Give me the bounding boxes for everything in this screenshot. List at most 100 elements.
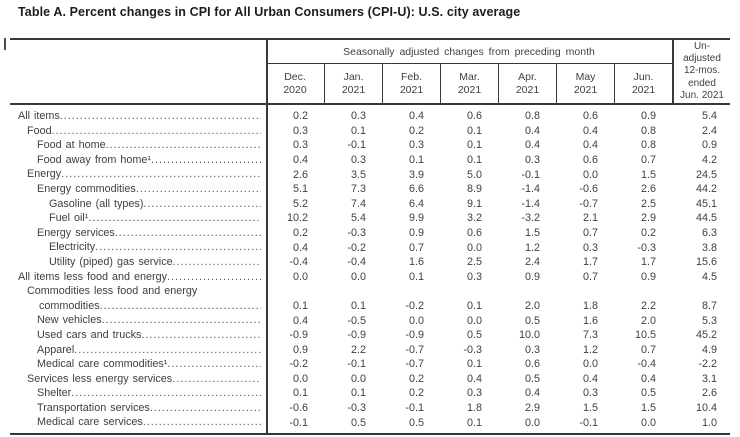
dot-leader xyxy=(102,313,261,328)
cell-may-2021: 0.7 xyxy=(582,270,598,283)
row-label-text: Electricity xyxy=(49,241,96,254)
cell-jan-2021: 3.5 xyxy=(350,168,366,181)
cell-mar-2021: 0.1 xyxy=(466,299,482,312)
table-row: All items less food and energy 0.0 0.0 0… xyxy=(10,270,730,285)
cell-may-2021: 0.0 xyxy=(582,168,598,181)
row-label-cell: All items less food and energy xyxy=(10,270,266,285)
row-label-text: Utility (piped) gas service xyxy=(49,255,173,268)
cell-jun-2021: 0.0 xyxy=(640,416,656,429)
row-label-text: Transportation services xyxy=(37,401,150,414)
cell-feb-2021: 0.1 xyxy=(408,153,424,166)
cell-apr-2021: 0.3 xyxy=(524,343,540,356)
dot-leader xyxy=(143,197,261,212)
cell-mar-2021: 3.2 xyxy=(466,212,482,225)
cell-feb-2021: 6.4 xyxy=(408,197,424,210)
cell-unadjusted-12mo: 5.4 xyxy=(701,110,717,123)
cell-dec-2020: 0.1 xyxy=(292,299,308,312)
row-label-cell: Electricity xyxy=(10,240,266,255)
cell-dec-2020: -0.1 xyxy=(289,416,308,429)
row-label-text: Food away from home¹ xyxy=(37,153,152,166)
cell-dec-2020: 0.1 xyxy=(292,387,308,400)
dot-leader xyxy=(151,153,261,168)
table-row: Food at home 0.3 -0.1 0.3 0.1 0.4 0.4 0.… xyxy=(10,138,730,153)
table-row: Utility (piped) gas service -0.4 -0.4 1.… xyxy=(10,255,730,270)
table-row: Apparel 0.9 2.2 -0.7 -0.3 0.3 1.2 0.7 4.… xyxy=(10,343,730,358)
cell-jan-2021: 5.4 xyxy=(350,212,366,225)
cell-mar-2021: 0.0 xyxy=(466,241,482,254)
cell-unadjusted-12mo: 24.5 xyxy=(695,168,717,181)
table-row: New vehicles 0.4 -0.5 0.0 0.0 0.5 1.6 2.… xyxy=(10,313,730,328)
row-label-cell: Food away from home¹ xyxy=(10,153,266,168)
cell-mar-2021: 8.9 xyxy=(466,183,482,196)
cell-dec-2020: 0.0 xyxy=(292,372,308,385)
cell-jun-2021: 1.5 xyxy=(640,402,656,415)
unadjusted-line: Un- xyxy=(693,41,711,52)
table-header: Seasonally adjusted changes from precedi… xyxy=(10,38,730,105)
cell-jan-2021: 0.5 xyxy=(350,416,366,429)
cell-may-2021: 0.6 xyxy=(582,110,598,123)
cell-dec-2020: -0.2 xyxy=(289,358,308,371)
cell-dec-2020: 0.2 xyxy=(292,110,308,123)
row-label-cell: Food at home xyxy=(10,138,266,153)
cell-may-2021: 0.4 xyxy=(582,372,598,385)
cell-may-2021: -0.6 xyxy=(579,183,598,196)
dot-leader xyxy=(60,109,261,124)
cell-jun-2021: 0.9 xyxy=(640,110,656,123)
row-label-cell: Fuel oil¹ xyxy=(10,211,266,226)
month-abbr: Jun. xyxy=(633,71,654,83)
dot-leader xyxy=(100,299,261,314)
cell-apr-2021: 2.4 xyxy=(524,256,540,269)
cell-apr-2021: 0.6 xyxy=(524,358,540,371)
cell-jun-2021: 0.8 xyxy=(640,124,656,137)
cell-feb-2021: 0.3 xyxy=(408,139,424,152)
cell-apr-2021: 0.8 xyxy=(524,110,540,123)
cell-jan-2021: 0.3 xyxy=(350,153,366,166)
cell-apr-2021: 0.4 xyxy=(524,124,540,137)
table-row: Fuel oil¹ 10.2 5.4 9.9 3.2 -3.2 2.1 2.9 … xyxy=(10,211,730,226)
cell-jun-2021: -0.4 xyxy=(637,358,656,371)
spanner-heading: Seasonally adjusted changes from precedi… xyxy=(266,40,672,64)
cell-jun-2021: 0.2 xyxy=(640,226,656,239)
cell-unadjusted-12mo: 8.7 xyxy=(701,299,717,312)
cell-unadjusted-12mo: 6.3 xyxy=(701,226,717,239)
cell-feb-2021: 0.5 xyxy=(408,416,424,429)
cell-unadjusted-12mo: 4.5 xyxy=(701,270,717,283)
cell-dec-2020: -0.9 xyxy=(289,329,308,342)
row-label-text: Energy services xyxy=(37,226,115,239)
cell-unadjusted-12mo: 5.3 xyxy=(701,314,717,327)
cell-feb-2021: -0.2 xyxy=(405,299,424,312)
row-label-cell: Apparel xyxy=(10,343,266,358)
cell-jan-2021: -0.3 xyxy=(347,226,366,239)
cell-apr-2021: 1.2 xyxy=(524,241,540,254)
dot-leader xyxy=(74,343,261,358)
table-row: Services less energy services 0.0 0.0 0.… xyxy=(10,372,730,387)
dot-leader xyxy=(115,226,261,241)
cell-jun-2021: 2.9 xyxy=(640,212,656,225)
cell-mar-2021: 0.1 xyxy=(466,358,482,371)
month-year: 2020 xyxy=(283,83,307,96)
cell-feb-2021: 6.6 xyxy=(408,183,424,196)
cell-jun-2021: 0.8 xyxy=(640,139,656,152)
dot-leader xyxy=(95,240,261,255)
cell-feb-2021: 0.2 xyxy=(408,124,424,137)
cell-jan-2021: -0.9 xyxy=(347,329,366,342)
cell-apr-2021: -1.4 xyxy=(521,197,540,210)
cell-unadjusted-12mo: 4.2 xyxy=(701,153,717,166)
cell-may-2021: 0.7 xyxy=(582,226,598,239)
cell-apr-2021: 0.4 xyxy=(524,139,540,152)
row-label-cell: Food xyxy=(10,124,266,139)
cell-mar-2021: 0.0 xyxy=(466,314,482,327)
row-label-text: Fuel oil¹ xyxy=(49,212,89,225)
cell-dec-2020: 0.0 xyxy=(292,270,308,283)
dot-leader xyxy=(167,357,261,372)
column-header-dec-2020: Dec. 2020 xyxy=(266,64,324,103)
cell-unadjusted-12mo: 2.4 xyxy=(701,124,717,137)
cell-jun-2021: 2.5 xyxy=(640,197,656,210)
row-label-cell: Shelter xyxy=(10,386,266,401)
cell-apr-2021: 0.3 xyxy=(524,153,540,166)
cell-jan-2021: 0.3 xyxy=(350,110,366,123)
cell-may-2021: 1.5 xyxy=(582,402,598,415)
row-label-text: Energy xyxy=(27,168,62,181)
cell-mar-2021: 0.1 xyxy=(466,124,482,137)
cell-feb-2021: 0.7 xyxy=(408,241,424,254)
